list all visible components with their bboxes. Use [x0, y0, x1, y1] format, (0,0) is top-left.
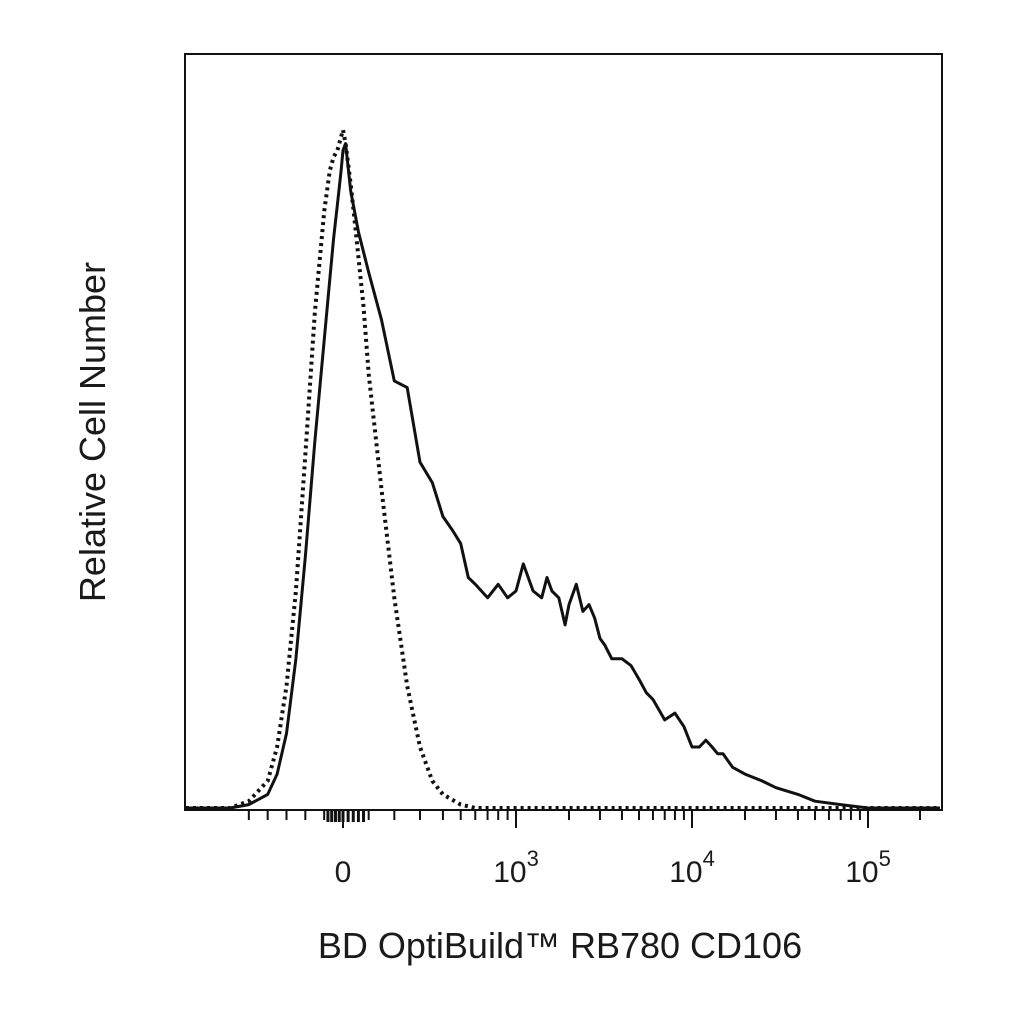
plot-frame [184, 53, 943, 811]
x-tick-label: 0 [335, 856, 352, 889]
x-tick-label: 105 [845, 846, 891, 889]
x-axis-title: BD OptiBuild™ RB780 CD106 [318, 925, 802, 966]
isotype-control-series [186, 128, 940, 810]
series-layer [186, 128, 940, 810]
y-axis-title: Relative Cell Number [72, 262, 113, 602]
stained-sample-series [186, 142, 940, 810]
x-tick-label: 104 [669, 846, 715, 889]
x-tick-label: 103 [493, 846, 539, 889]
x-axis-tick-labels: 0 103 104 105 [335, 846, 891, 889]
x-axis-ticks [247, 810, 921, 828]
